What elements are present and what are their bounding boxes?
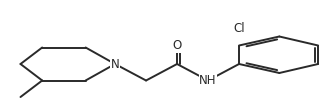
Text: O: O <box>172 39 182 52</box>
Text: N: N <box>111 57 119 71</box>
Text: NH: NH <box>199 74 217 87</box>
Text: Cl: Cl <box>233 21 245 34</box>
